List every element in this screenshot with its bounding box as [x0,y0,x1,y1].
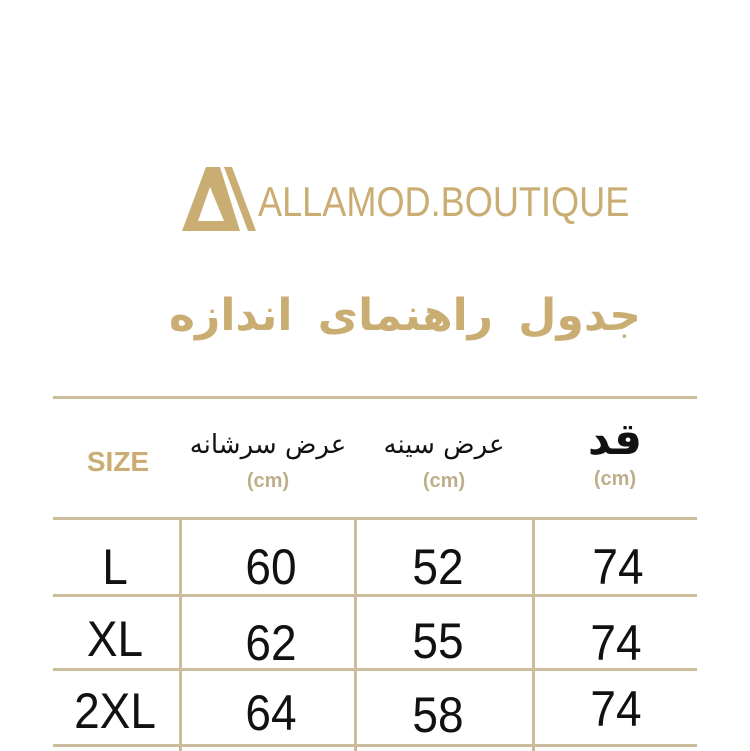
header-chest: عرض سینه (cm) [355,430,533,493]
column-divider [179,518,182,751]
header-label: عرض سرشانه [189,430,347,460]
header-label: عرض سینه [383,430,505,460]
header-unit: (cm) [422,470,466,492]
height-cell: 74 [592,539,644,595]
size-cell: 2XL [74,683,156,739]
chest-cell: 52 [412,539,464,595]
page-title: جدول راهنمای اندازه [169,290,641,341]
chest-cell: 58 [412,687,464,743]
column-divider [354,518,357,751]
header-unit: (cm) [246,470,290,492]
table-top-border [53,396,697,399]
size-cell: XL [86,611,144,667]
header-label: SIZE [86,446,150,477]
chest-cell: 55 [412,613,464,669]
shoulder-cell: 62 [245,615,297,671]
size-cell: L [102,539,128,595]
shoulder-cell: 64 [245,685,297,741]
header-label: قد [587,414,643,465]
header-height: قد (cm) [560,416,670,491]
header-divider [53,517,697,520]
column-divider [532,518,535,751]
header-size: SIZE [60,446,176,478]
shoulder-cell: 60 [245,539,297,595]
brand-logo-icon [180,165,260,233]
brand-name: ALLAMOD.BOUTIQUE [258,178,630,225]
header-shoulder: عرض سرشانه (cm) [180,430,356,493]
height-cell: 74 [590,681,642,737]
row-divider [53,668,697,671]
row-divider [53,744,697,747]
height-cell: 74 [590,615,642,671]
header-unit: (cm) [593,468,637,490]
row-divider [53,594,697,597]
